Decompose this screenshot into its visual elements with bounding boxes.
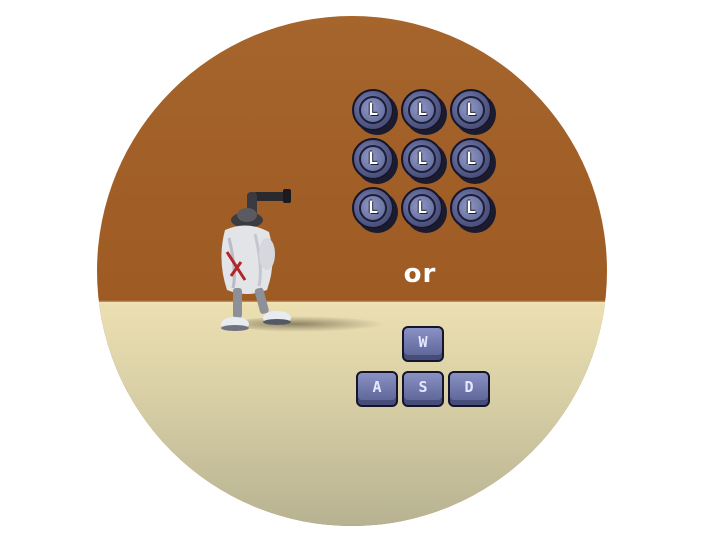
game-scene: L L L L L L L L L or W A S D: [97, 16, 607, 526]
left-stick-icon: L: [352, 89, 394, 131]
or-separator-label: or: [403, 259, 437, 289]
left-stick-icon: L: [401, 89, 443, 131]
left-stick-grid: L L L L L L L L L: [352, 89, 494, 231]
left-stick-icon: L: [401, 138, 443, 180]
key-s: S: [402, 371, 444, 407]
left-stick-icon: L: [450, 138, 492, 180]
left-stick-icon: L: [450, 89, 492, 131]
key-w: W: [402, 326, 444, 362]
left-stick-icon: L: [450, 187, 492, 229]
left-stick-icon: L: [401, 187, 443, 229]
left-stick-icon: L: [352, 187, 394, 229]
floor-horizon: [97, 300, 607, 304]
key-d: D: [448, 371, 490, 407]
left-stick-icon: L: [352, 138, 394, 180]
player-character-icon: [221, 189, 291, 331]
floor: [97, 302, 607, 526]
key-a: A: [356, 371, 398, 407]
